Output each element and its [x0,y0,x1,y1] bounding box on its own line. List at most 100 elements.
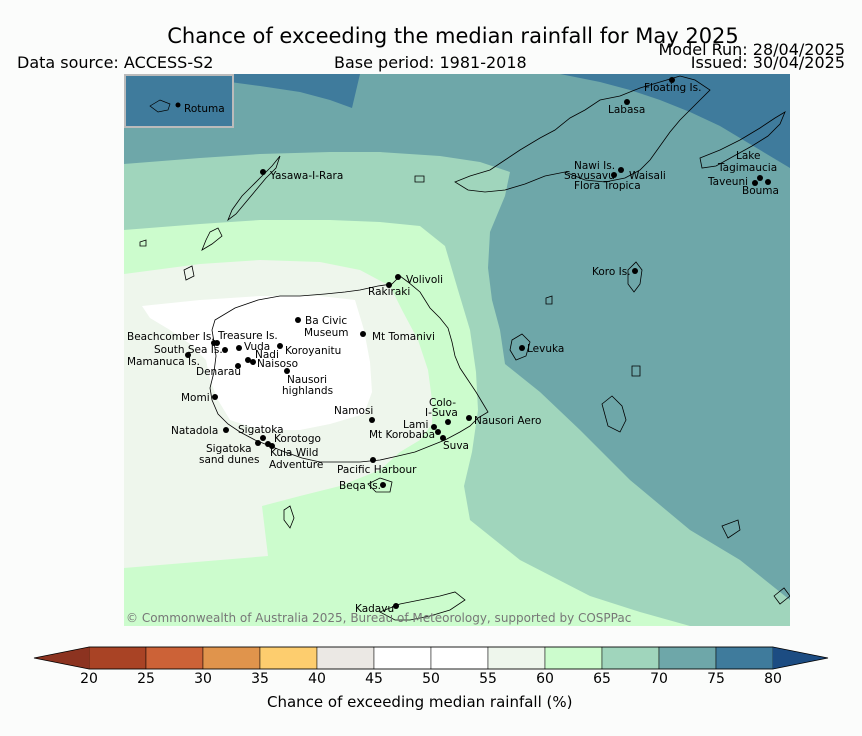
label-treasure: Treasure Is. [217,330,278,342]
label-bacivic-2: Museum [304,327,349,339]
label-kadavu: Kadavu [355,603,394,615]
se-island-coast [773,587,790,605]
label-nawi: Nawi Is. [574,160,615,172]
colorbar-tick-label: 60 [536,671,554,687]
colorbar-tick-label: 80 [764,671,782,687]
kadavu-coast [379,591,466,621]
colorbar-cell [373,646,432,670]
label-taveuni: Taveuni [707,176,748,188]
issued-date: Issued: 30/04/2025 [690,53,845,72]
label-bacivic-1: Ba Civic [305,315,347,327]
label-volivoli: Volivoli [406,274,443,286]
label-floating: Floating Is. [644,82,701,94]
colorbar-cell [259,646,318,670]
label-tagimaucia: Tagimaucia [717,162,777,174]
label-pacific-harbour: Pacific Harbour [337,464,417,476]
taveuni-coast [699,111,786,169]
label-natadola: Natadola [171,425,218,437]
rotuma-label: Rotuma [184,103,225,115]
zone-45-55 [142,296,372,430]
islet-d [631,365,641,377]
label-sigatoka-dunes-1: Sigatoka [206,443,252,455]
label-flora: Flora Tropica [574,180,641,192]
islet-b [414,175,425,183]
colorbar-tick-label: 25 [137,671,155,687]
vanua-levu-coast [454,75,711,193]
place-labels: Floating Is. Labasa Yasawa-I-Rara Nawi I… [127,82,779,615]
yasawa-coast [227,155,281,222]
colorbar-tick-label: 65 [593,671,611,687]
colorbar-cell [88,646,147,670]
colorbar-tick-label: 55 [479,671,497,687]
label-nadi: Nadi [255,349,279,361]
label-koro: Koro Is. [592,266,631,278]
ovalau-coast [509,333,531,361]
east-island-coast [721,519,741,539]
colorbar-cell [715,646,774,670]
label-nausori-highlands-2: highlands [282,385,333,397]
label-waisali: Waisali [629,170,666,182]
zone-75-80-west [124,74,360,108]
label-savusavu: Savusavu [564,170,615,182]
label-momi: Momi [181,392,210,404]
colorbar-under-arrow [34,647,89,669]
label-koroyanitu: Koroyanitu [285,345,341,357]
zone-75-80 [124,74,790,168]
data-source: Data source: ACCESS-S2 [17,53,214,72]
colorbar-over-arrow [773,647,828,669]
base-period: Base period: 1981-2018 [334,53,527,72]
label-lake: Lake [736,150,760,162]
label-tomanivi: Mt Tomanivi [372,331,435,343]
label-levuka: Levuka [527,343,564,355]
colorbar-cells [88,646,774,670]
label-labasa: Labasa [608,104,645,116]
label-vuda: Vuda [244,341,270,353]
label-bouma: Bouma [742,185,779,197]
gau-coast [601,395,627,433]
koro-coast [627,261,643,293]
label-korobaba: Mt Korobaba [369,429,435,441]
colorbar-tick-label: 35 [251,671,269,687]
label-lami: Lami [403,419,428,431]
colorbar-cell [601,646,660,670]
colorbar-tick-label: 50 [422,671,440,687]
label-colo-1: Colo- [429,397,456,409]
viti-levu-coast [209,275,489,463]
copyright-notice: © Commonwealth of Australia 2025, Bureau… [126,611,631,625]
rainfall-map: Rotuma Floating Is. Labasa Yasawa-I-Rara… [124,74,790,626]
south-island-coast [283,505,295,529]
label-mamanuca: Mamanuca Is. [127,356,200,368]
colorbar-tick-label: 20 [80,671,98,687]
colorbar-label: Chance of exceeding median rainfall (%) [267,693,573,711]
colorbar-tick-label: 45 [365,671,383,687]
label-sigatoka: Sigatoka [238,424,284,436]
islet-a [139,239,147,247]
label-kula-2: Adventure [269,459,323,471]
colorbar-cell [202,646,261,670]
colorbar-cell [145,646,204,670]
colorbar-cell [316,646,375,670]
label-yasawa: Yasawa-I-Rara [269,170,343,182]
colorbar-cell [658,646,717,670]
coastlines [139,75,790,621]
rotuma-inset [124,74,234,128]
colorbar-tick-label: 40 [308,671,326,687]
mamanuca-coast [183,265,195,281]
colorbar-outline [33,646,829,670]
model-run-date: Model Run: 28/04/2025 [658,40,846,59]
colorbar-tick-label: 70 [650,671,668,687]
label-namosi: Namosi [334,405,373,417]
label-denarau: Denarau [196,366,241,378]
label-colo-2: I-Suva [425,407,458,419]
label-rakiraki: Rakiraki [368,286,410,298]
label-beqa: Beqa Is. [339,480,381,492]
label-suva: Suva [443,440,469,452]
place-markers [185,77,771,609]
waya-coast [201,227,223,251]
rotuma-coast [149,99,171,113]
colorbar-tick-label: 30 [194,671,212,687]
beqa-coast [367,477,393,493]
rotuma-marker [175,102,181,108]
colorbar-cell [430,646,489,670]
